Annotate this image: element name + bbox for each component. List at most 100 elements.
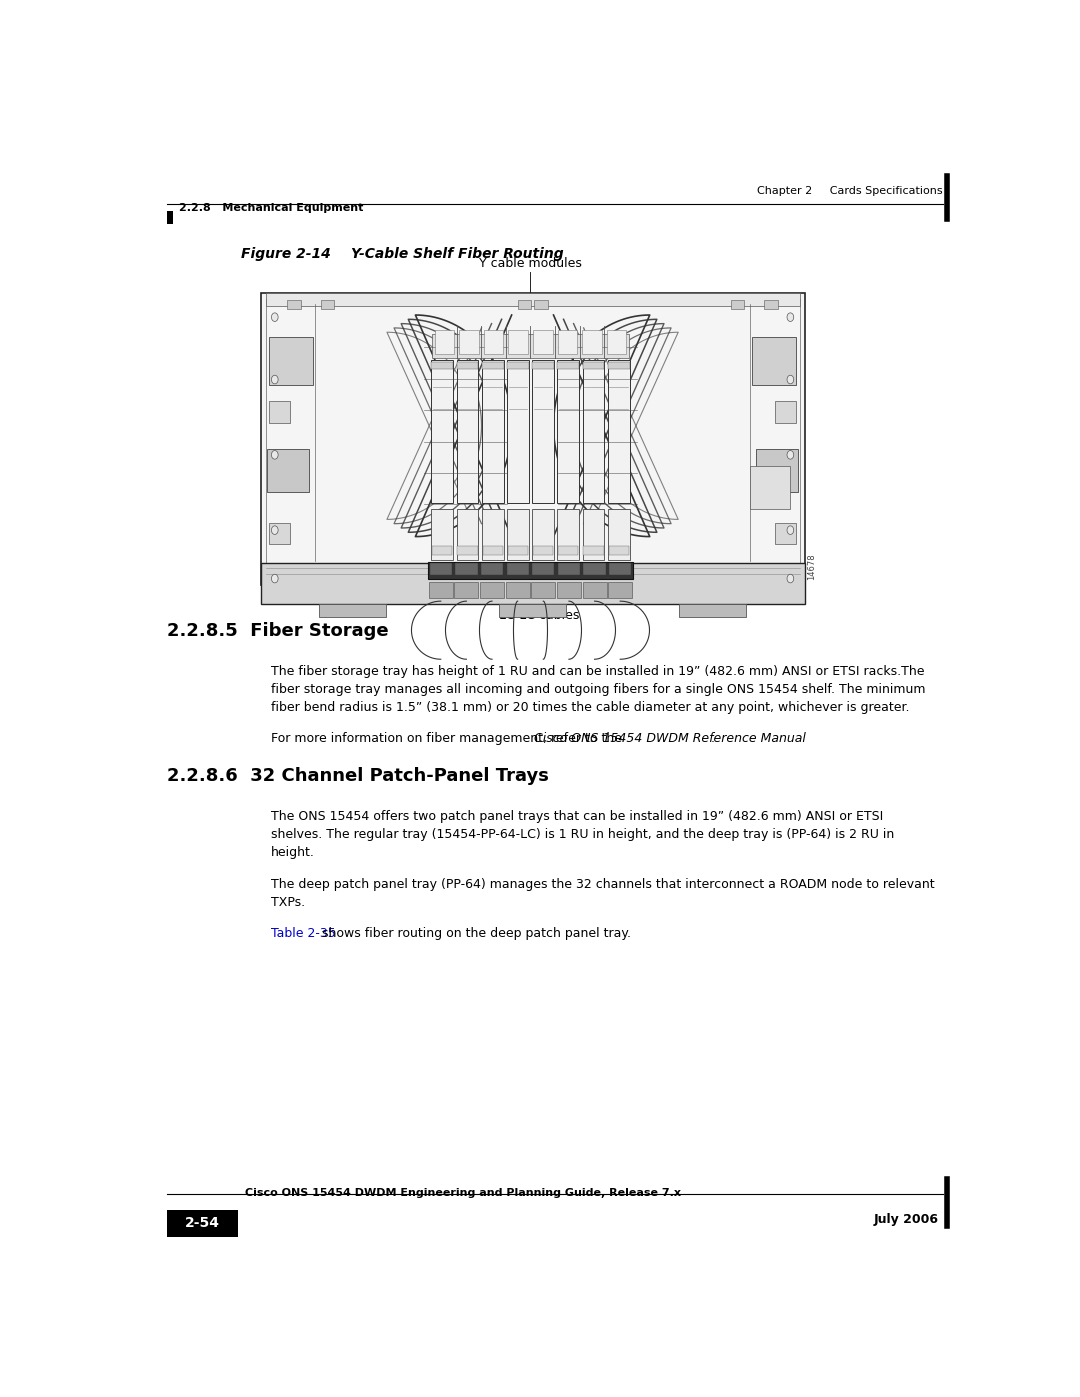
- Bar: [456, 563, 477, 576]
- Text: 14678: 14678: [807, 553, 816, 580]
- Bar: [321, 299, 334, 309]
- Bar: [507, 362, 529, 369]
- Bar: [432, 546, 453, 555]
- Bar: [608, 360, 630, 503]
- Bar: [731, 299, 744, 309]
- Circle shape: [787, 451, 794, 460]
- Bar: [428, 563, 633, 578]
- Bar: [608, 362, 630, 369]
- Bar: [531, 581, 555, 598]
- Bar: [481, 563, 503, 576]
- Bar: [609, 546, 629, 555]
- Text: 2.2.8.6  32 Channel Patch-Panel Trays: 2.2.8.6 32 Channel Patch-Panel Trays: [166, 767, 549, 785]
- Bar: [582, 362, 605, 369]
- Bar: [457, 546, 477, 555]
- Circle shape: [271, 376, 279, 384]
- Bar: [269, 522, 289, 545]
- Bar: [430, 563, 451, 576]
- Bar: [266, 293, 799, 306]
- Bar: [434, 330, 455, 353]
- Bar: [557, 360, 579, 503]
- Text: For more information on fiber management, refer to the: For more information on fiber management…: [271, 732, 625, 746]
- Bar: [679, 605, 746, 617]
- Bar: [557, 581, 581, 598]
- Bar: [751, 465, 791, 509]
- Bar: [482, 360, 503, 503]
- Text: fiber bend radius is 1.5” (38.1 mm) or 20 times the cable diameter at any point,: fiber bend radius is 1.5” (38.1 mm) or 2…: [271, 701, 909, 714]
- Bar: [429, 581, 453, 598]
- Text: height.: height.: [271, 847, 314, 859]
- Bar: [457, 509, 478, 560]
- Text: Table 2-35: Table 2-35: [271, 928, 336, 940]
- Bar: [457, 360, 478, 503]
- Circle shape: [787, 376, 794, 384]
- Bar: [582, 509, 605, 560]
- Text: LC-LC cables: LC-LC cables: [499, 609, 579, 622]
- Text: The fiber storage tray has height of 1 RU and can be installed in 19” (482.6 mm): The fiber storage tray has height of 1 R…: [271, 665, 924, 678]
- Bar: [775, 522, 796, 545]
- Bar: [583, 563, 606, 576]
- Bar: [507, 509, 529, 560]
- Bar: [756, 450, 798, 493]
- Bar: [507, 563, 529, 576]
- Text: Chapter 2     Cards Specifications: Chapter 2 Cards Specifications: [757, 186, 943, 196]
- Bar: [557, 563, 580, 576]
- Bar: [534, 330, 553, 353]
- Text: Y-Cable Shelf Fiber Routing: Y-Cable Shelf Fiber Routing: [351, 247, 564, 261]
- Bar: [582, 581, 607, 598]
- Bar: [482, 362, 503, 369]
- Text: Cisco ONS 15454 DWDM Reference Manual: Cisco ONS 15454 DWDM Reference Manual: [534, 732, 806, 746]
- Text: Y cable modules: Y cable modules: [478, 257, 581, 270]
- Bar: [484, 330, 503, 353]
- Bar: [558, 546, 579, 555]
- Bar: [582, 330, 602, 353]
- Circle shape: [787, 525, 794, 535]
- Text: July 2006: July 2006: [874, 1213, 939, 1227]
- Bar: [607, 330, 626, 353]
- Circle shape: [271, 313, 279, 321]
- Text: TXPs.: TXPs.: [271, 895, 305, 909]
- Text: Figure 2-14: Figure 2-14: [241, 247, 332, 261]
- Text: 2.2.8.5  Fiber Storage: 2.2.8.5 Fiber Storage: [166, 622, 389, 640]
- Circle shape: [271, 574, 279, 583]
- Bar: [557, 362, 579, 369]
- Bar: [482, 509, 503, 560]
- Bar: [457, 362, 478, 369]
- Bar: [532, 509, 554, 560]
- Bar: [534, 546, 553, 555]
- Bar: [320, 605, 387, 617]
- Bar: [557, 509, 579, 560]
- Text: fiber storage tray manages all incoming and outgoing fibers for a single ONS 154: fiber storage tray manages all incoming …: [271, 683, 926, 696]
- Bar: [431, 509, 454, 560]
- Bar: [508, 546, 528, 555]
- Bar: [507, 360, 529, 503]
- Bar: [260, 563, 805, 605]
- Bar: [480, 581, 504, 598]
- Bar: [557, 330, 577, 353]
- Bar: [499, 605, 566, 617]
- Bar: [269, 337, 313, 386]
- Bar: [532, 563, 554, 576]
- Bar: [483, 546, 503, 555]
- Text: .: .: [711, 732, 715, 746]
- Bar: [608, 581, 632, 598]
- Bar: [517, 299, 531, 309]
- Bar: [608, 509, 630, 560]
- Bar: [509, 330, 528, 353]
- Bar: [455, 581, 478, 598]
- Text: Cisco ONS 15454 DWDM Engineering and Planning Guide, Release 7.x: Cisco ONS 15454 DWDM Engineering and Pla…: [245, 1189, 681, 1199]
- Bar: [166, 1210, 238, 1236]
- Text: The ONS 15454 offers two patch panel trays that can be installed in 19” (482.6 m: The ONS 15454 offers two patch panel tra…: [271, 810, 882, 823]
- Bar: [267, 450, 309, 493]
- Bar: [535, 299, 548, 309]
- Text: The deep patch panel tray (PP-64) manages the 32 channels that interconnect a RO: The deep patch panel tray (PP-64) manage…: [271, 877, 934, 891]
- Bar: [775, 401, 796, 422]
- Bar: [432, 334, 629, 358]
- Bar: [609, 563, 632, 576]
- Bar: [765, 299, 778, 309]
- Bar: [431, 360, 454, 503]
- Bar: [287, 299, 300, 309]
- Bar: [532, 360, 554, 503]
- Bar: [269, 401, 289, 422]
- Text: 2.2.8   Mechanical Equipment: 2.2.8 Mechanical Equipment: [179, 203, 364, 212]
